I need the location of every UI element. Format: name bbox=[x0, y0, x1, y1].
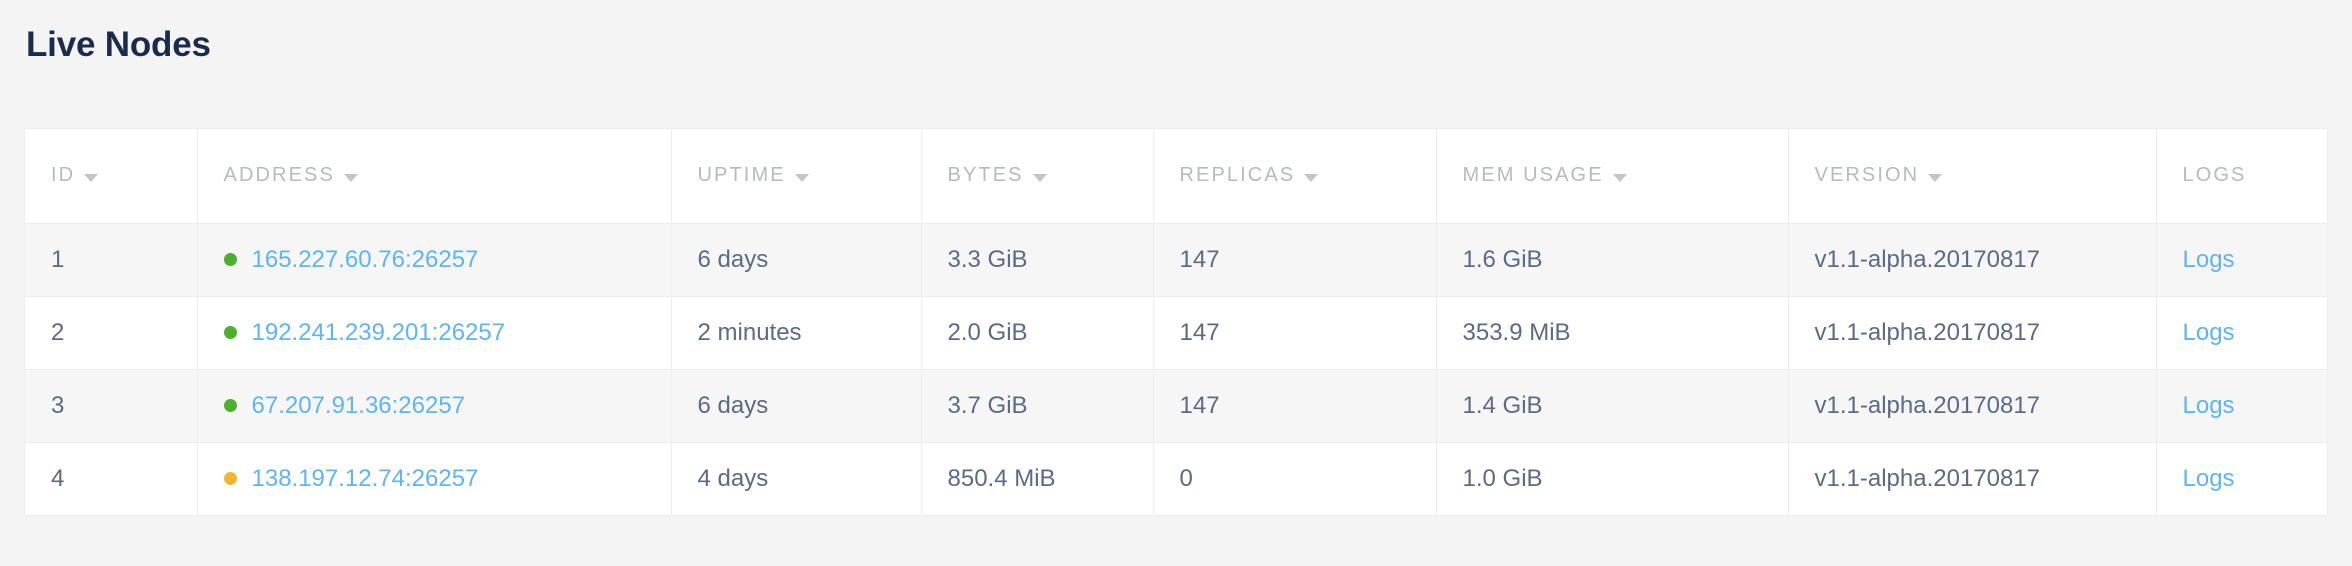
cell-address: 138.197.12.74:26257 bbox=[197, 442, 672, 515]
cell-mem-usage: 1.6 GiB bbox=[1436, 223, 1789, 296]
column-header-label-uptime: UPTIME bbox=[697, 164, 786, 187]
cell-address: 165.227.60.76:26257 bbox=[197, 223, 672, 296]
sort-descending-icon[interactable] bbox=[1304, 173, 1319, 182]
cell-mem-usage: 1.4 GiB bbox=[1436, 369, 1789, 442]
live-nodes-table-container: ID ADDRESS UPTIME bbox=[24, 128, 2328, 516]
column-header-logs: LOGS bbox=[2156, 129, 2327, 223]
table-row: 2 192.241.239.201:26257 2 minutes 2.0 Gi… bbox=[25, 296, 2327, 369]
cell-version: v1.1-alpha.20170817 bbox=[1788, 442, 2157, 515]
column-header-label-logs: LOGS bbox=[2182, 164, 2247, 187]
cell-uptime: 2 minutes bbox=[671, 296, 922, 369]
logs-link[interactable]: Logs bbox=[2182, 245, 2235, 273]
cell-uptime: 6 days bbox=[671, 369, 922, 442]
status-dot-icon bbox=[223, 253, 237, 266]
cell-id: 4 bbox=[25, 442, 198, 515]
column-header-uptime[interactable]: UPTIME bbox=[671, 129, 922, 223]
column-header-replicas[interactable]: REPLICAS bbox=[1153, 129, 1437, 223]
column-header-label-id: ID bbox=[51, 164, 76, 187]
live-nodes-table: ID ADDRESS UPTIME bbox=[25, 129, 2327, 515]
column-header-address[interactable]: ADDRESS bbox=[197, 129, 672, 223]
sort-descending-icon[interactable] bbox=[1032, 173, 1047, 182]
table-body: 1 165.227.60.76:26257 6 days 3.3 GiB 147… bbox=[25, 223, 2327, 515]
status-dot-icon bbox=[223, 326, 237, 339]
cell-bytes: 2.0 GiB bbox=[921, 296, 1154, 369]
cell-bytes: 850.4 MiB bbox=[921, 442, 1154, 515]
cell-logs: Logs bbox=[2156, 223, 2327, 296]
logs-link[interactable]: Logs bbox=[2182, 318, 2235, 346]
column-header-label-replicas: REPLICAS bbox=[1179, 164, 1296, 187]
cell-uptime: 4 days bbox=[671, 442, 922, 515]
cell-address: 67.207.91.36:26257 bbox=[197, 369, 672, 442]
column-header-mem-usage[interactable]: MEM USAGE bbox=[1436, 129, 1789, 223]
cell-uptime: 6 days bbox=[671, 223, 922, 296]
status-dot-icon bbox=[223, 472, 237, 486]
sort-descending-icon[interactable] bbox=[1928, 173, 1943, 182]
node-address-link[interactable]: 165.227.60.76:26257 bbox=[251, 245, 479, 273]
cell-replicas: 147 bbox=[1153, 369, 1437, 442]
cell-bytes: 3.3 GiB bbox=[921, 223, 1154, 296]
cell-id: 1 bbox=[25, 223, 198, 296]
cell-replicas: 147 bbox=[1153, 296, 1437, 369]
sort-descending-icon[interactable] bbox=[84, 173, 99, 182]
column-header-label-address: ADDRESS bbox=[223, 164, 335, 187]
table-header-row: ID ADDRESS UPTIME bbox=[25, 129, 2327, 223]
logs-link[interactable]: Logs bbox=[2182, 391, 2235, 419]
cell-version: v1.1-alpha.20170817 bbox=[1788, 369, 2157, 442]
cell-bytes: 3.7 GiB bbox=[921, 369, 1154, 442]
cell-id: 2 bbox=[25, 296, 198, 369]
column-header-label-mem-usage: MEM USAGE bbox=[1462, 164, 1604, 187]
cell-replicas: 147 bbox=[1153, 223, 1437, 296]
cell-mem-usage: 353.9 MiB bbox=[1436, 296, 1789, 369]
status-dot-icon bbox=[223, 399, 237, 412]
column-header-label-version: VERSION bbox=[1814, 164, 1920, 187]
sort-descending-icon[interactable] bbox=[1612, 173, 1627, 182]
cell-replicas: 0 bbox=[1153, 442, 1437, 515]
table-row: 1 165.227.60.76:26257 6 days 3.3 GiB 147… bbox=[25, 223, 2327, 296]
cell-address: 192.241.239.201:26257 bbox=[197, 296, 672, 369]
sort-descending-icon[interactable] bbox=[794, 173, 809, 182]
table-row: 4 138.197.12.74:26257 4 days 850.4 MiB 0… bbox=[25, 442, 2327, 515]
cell-mem-usage: 1.0 GiB bbox=[1436, 442, 1789, 515]
sort-descending-icon[interactable] bbox=[343, 173, 358, 182]
cell-version: v1.1-alpha.20170817 bbox=[1788, 223, 2157, 296]
table-row: 3 67.207.91.36:26257 6 days 3.7 GiB 147 … bbox=[25, 369, 2327, 442]
node-address-link[interactable]: 192.241.239.201:26257 bbox=[251, 318, 506, 346]
logs-link[interactable]: Logs bbox=[2182, 464, 2235, 492]
cell-version: v1.1-alpha.20170817 bbox=[1788, 296, 2157, 369]
cell-logs: Logs bbox=[2156, 296, 2327, 369]
column-header-bytes[interactable]: BYTES bbox=[921, 129, 1154, 223]
page-title: Live Nodes bbox=[26, 25, 211, 64]
node-address-link[interactable]: 138.197.12.74:26257 bbox=[251, 464, 479, 492]
cell-logs: Logs bbox=[2156, 442, 2327, 515]
cell-logs: Logs bbox=[2156, 369, 2327, 442]
column-header-version[interactable]: VERSION bbox=[1788, 129, 2157, 223]
column-header-label-bytes: BYTES bbox=[947, 164, 1024, 187]
node-address-link[interactable]: 67.207.91.36:26257 bbox=[251, 391, 466, 419]
table-header: ID ADDRESS UPTIME bbox=[25, 129, 2327, 223]
cell-id: 3 bbox=[25, 369, 198, 442]
column-header-id[interactable]: ID bbox=[25, 129, 198, 223]
